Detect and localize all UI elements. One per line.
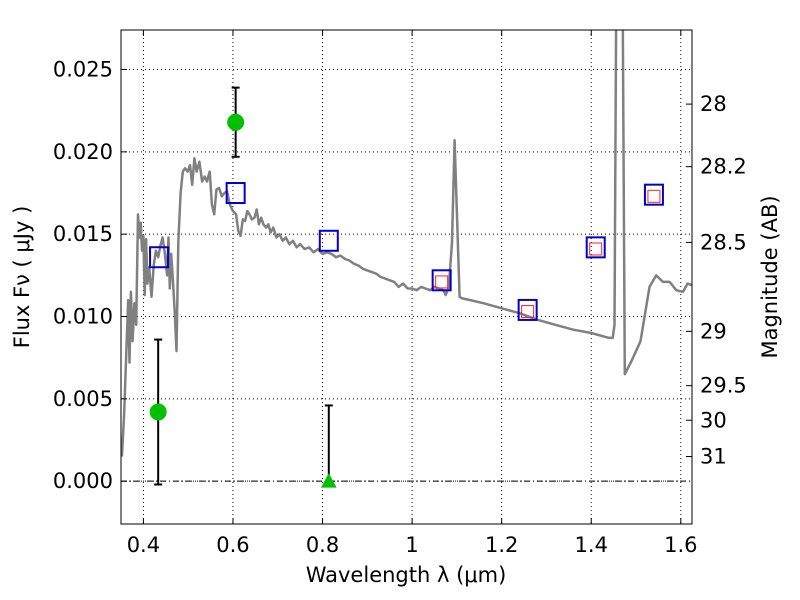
filter-model-square (647, 189, 661, 203)
y-tick-label: 0.005 (53, 387, 113, 411)
y-tick-label: 0.020 (53, 140, 113, 164)
grid (121, 30, 692, 524)
y-tick-label: 0.010 (53, 305, 113, 329)
x-axis-ticks: 0.4 0.6 0.8 1 1.2 1.4 1.6 (127, 30, 698, 557)
y-axis-label: Flux Fν ( μJy ) (10, 206, 34, 349)
right-tick-label: 28.2 (700, 155, 747, 179)
model-flux-square (149, 246, 170, 269)
plot-frame (120, 29, 693, 525)
y-tick-label: 0.025 (53, 58, 113, 82)
x-tick-label: 1 (405, 533, 418, 557)
right-tick-label: 29.5 (700, 374, 747, 398)
y-axis-ticks: 0.000 0.005 0.010 0.015 0.020 0.025 (53, 58, 127, 493)
observed-flux-point (227, 113, 245, 131)
model-flux-square (585, 236, 606, 259)
filter-model-square (589, 242, 603, 256)
y-tick-label: 0.000 (53, 469, 113, 493)
x-tick-label: 1.6 (664, 533, 697, 557)
model-flux-square (517, 298, 538, 321)
model-sed-curve (121, 30, 692, 457)
right-tick-label: 28 (700, 92, 727, 116)
x-tick-label: 1.4 (575, 533, 608, 557)
right-axis-label: Magnitude (AB) (758, 195, 782, 358)
right-tick-label: 31 (700, 444, 727, 468)
right-tick-label: 29 (700, 319, 727, 343)
model-sed-line (121, 30, 692, 457)
x-tick-label: 1.2 (485, 533, 518, 557)
right-tick-label: 28.5 (700, 230, 747, 254)
photometry-points (149, 86, 664, 488)
right-tick-label: 30 (700, 408, 727, 432)
upper-limit-marker (320, 473, 337, 488)
filter-model-square (435, 275, 449, 289)
y-tick-label: 0.015 (53, 222, 113, 246)
x-tick-label: 0.8 (306, 533, 339, 557)
x-tick-label: 0.6 (216, 533, 249, 557)
right-axis-ticks: 28 28.2 28.5 29 29.5 30 31 (686, 92, 747, 468)
observed-flux-point (149, 403, 167, 421)
model-flux-square (431, 269, 452, 292)
x-tick-label: 0.4 (127, 533, 160, 557)
filter-model-square (521, 305, 535, 319)
model-flux-square (643, 183, 664, 206)
x-axis-label: Wavelength λ (μm) (306, 563, 507, 587)
model-flux-square (318, 229, 339, 252)
model-flux-square (225, 182, 246, 205)
